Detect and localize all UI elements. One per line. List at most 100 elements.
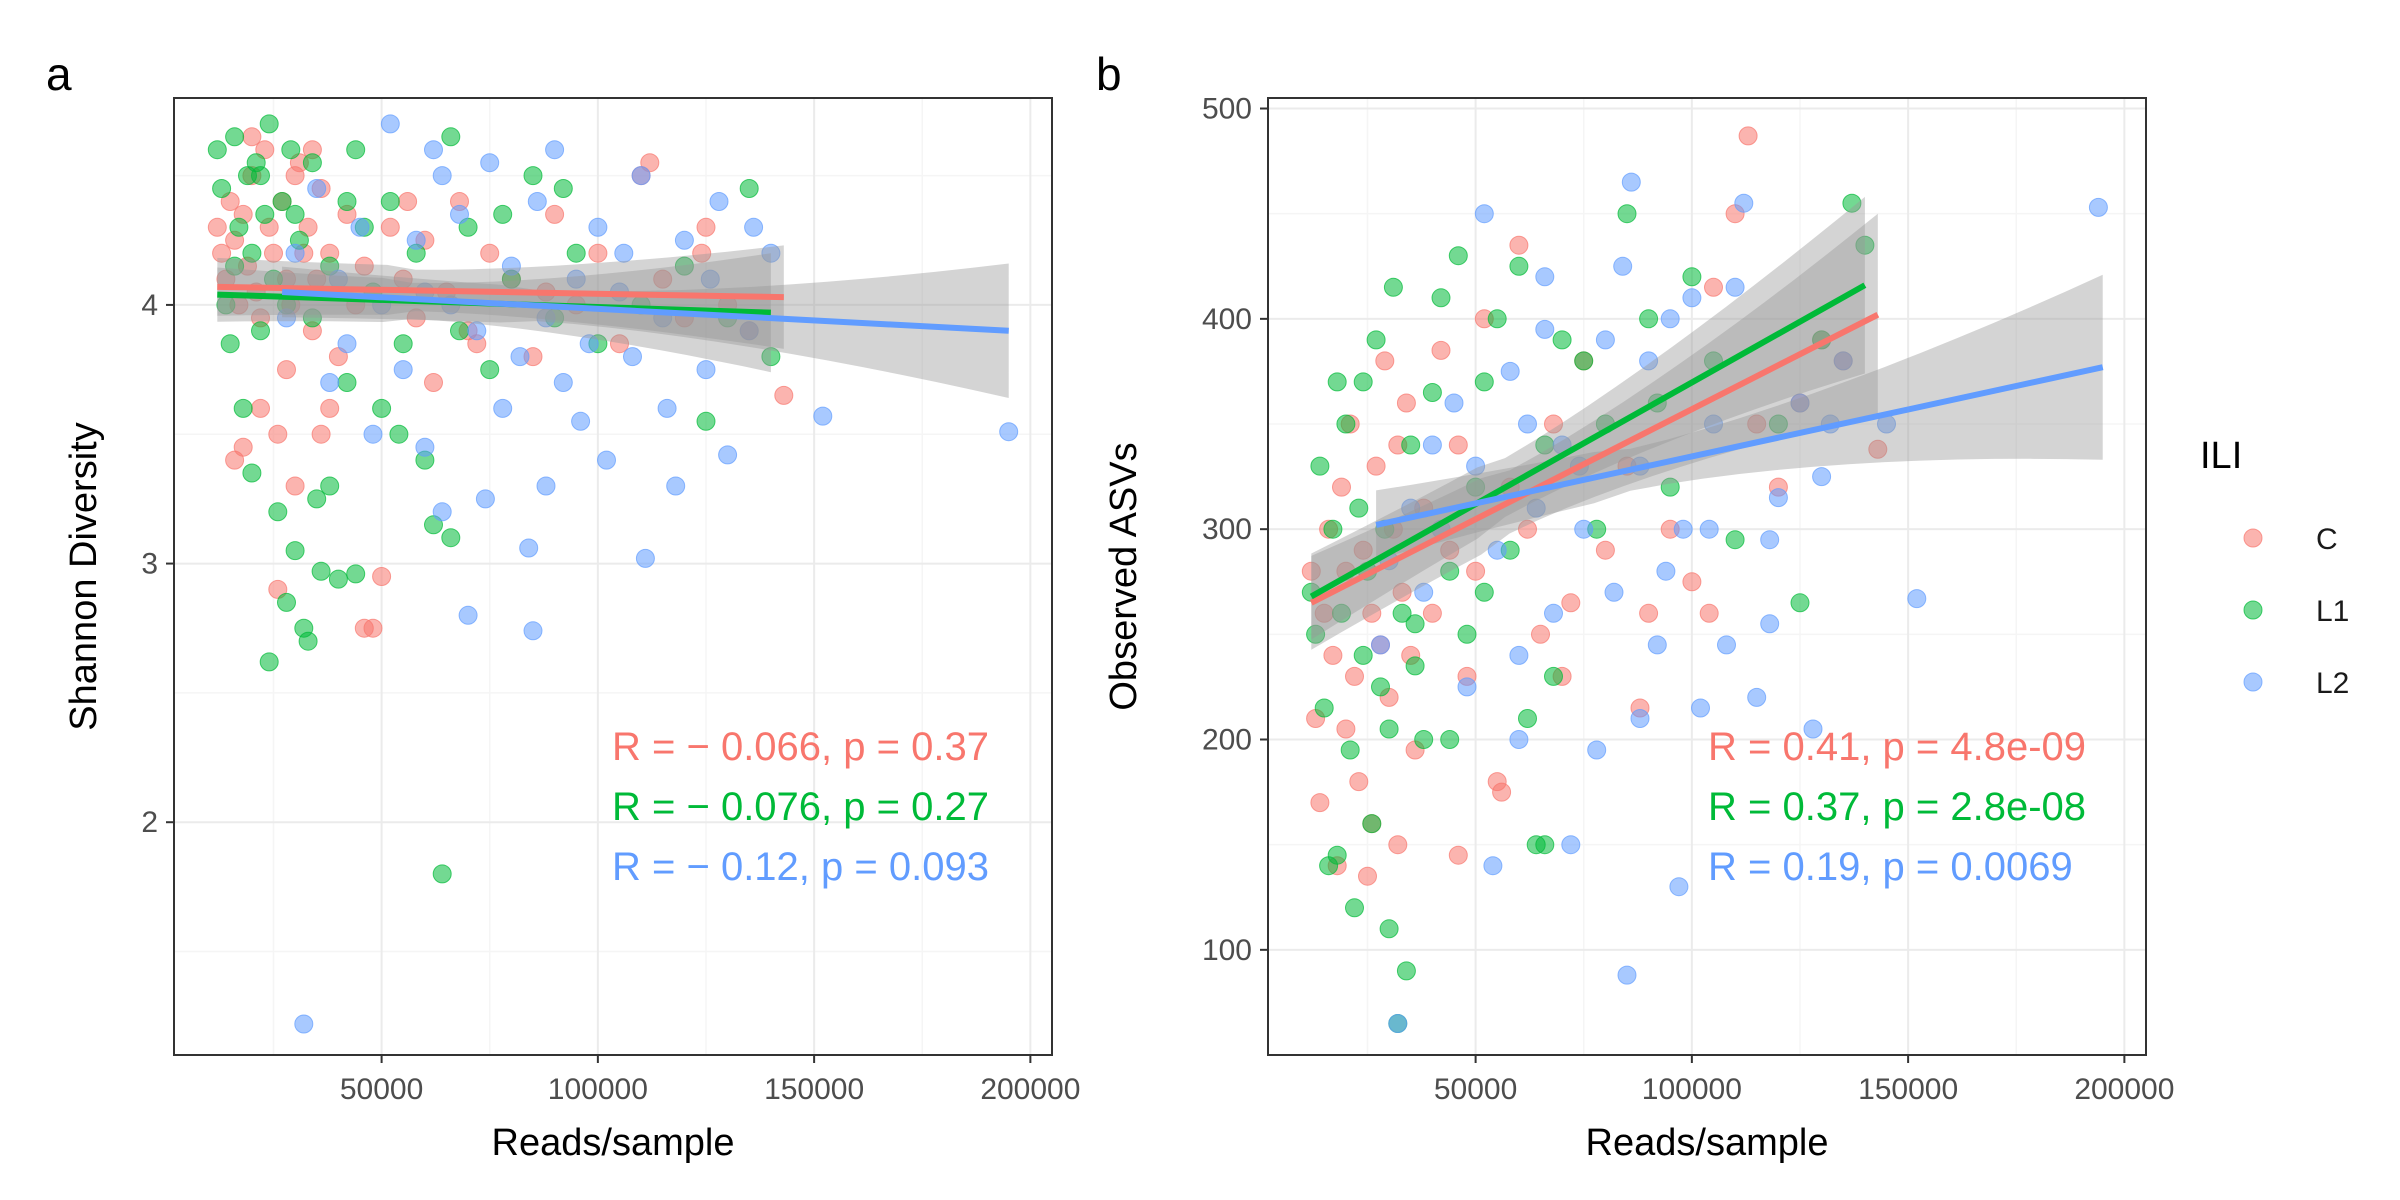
data-point-l1 xyxy=(1349,498,1369,518)
data-point-l2 xyxy=(1704,414,1723,434)
data-point-l1 xyxy=(389,424,409,444)
stat-label-c: R = 0.41, p = 4.8e-09 xyxy=(1708,725,2086,769)
data-point-l1 xyxy=(1371,677,1390,697)
data-point-l1 xyxy=(1310,456,1330,476)
data-point-l1 xyxy=(1379,919,1399,939)
data-point-l1 xyxy=(233,398,253,418)
data-point-c xyxy=(1358,866,1377,886)
data-point-l1 xyxy=(259,652,279,672)
stat-label-c: R = − 0.066, p = 0.37 xyxy=(612,725,989,769)
data-point-l1 xyxy=(1474,582,1494,602)
data-point-l1 xyxy=(1340,740,1360,760)
data-point-l2 xyxy=(1466,456,1486,476)
data-point-c xyxy=(320,398,340,418)
data-point-l1 xyxy=(259,114,279,134)
panel-letter: b xyxy=(1096,48,1122,100)
legend-label-l2: L2 xyxy=(2316,667,2349,700)
data-point-l1 xyxy=(1362,814,1382,834)
data-point-l1 xyxy=(281,140,301,160)
data-point-c xyxy=(1448,435,1468,455)
data-point-l1 xyxy=(450,321,469,341)
data-point-l1 xyxy=(1392,603,1412,623)
data-point-l1 xyxy=(1639,309,1659,329)
data-point-l2 xyxy=(631,166,651,186)
data-point-l1 xyxy=(1725,530,1745,550)
data-point-l2 xyxy=(1812,467,1832,487)
data-point-l2 xyxy=(1691,698,1710,718)
data-point-l1 xyxy=(277,592,296,612)
data-point-l1 xyxy=(1842,193,1862,213)
data-point-c xyxy=(1440,540,1460,560)
data-point-c xyxy=(545,204,565,224)
data-point-c xyxy=(1682,572,1702,592)
data-point-l2 xyxy=(406,230,426,250)
data-point-l2 xyxy=(813,406,833,426)
data-point-l1 xyxy=(1617,204,1637,224)
data-point-l2 xyxy=(545,140,565,160)
data-point-l2 xyxy=(744,217,764,237)
legend-title: ILI xyxy=(2200,435,2242,477)
x-axis-title: Reads/sample xyxy=(1586,1122,1829,1164)
data-point-l2 xyxy=(588,217,608,237)
data-point-c xyxy=(1392,582,1412,602)
data-point-c xyxy=(268,424,288,444)
data-point-l2 xyxy=(674,230,694,250)
data-point-l2 xyxy=(527,192,547,211)
data-point-l2 xyxy=(999,422,1019,442)
data-point-c xyxy=(207,217,227,237)
data-point-c xyxy=(225,450,245,470)
legend-label-l1: L1 xyxy=(2316,595,2349,628)
data-point-c xyxy=(1336,719,1356,739)
data-point-c xyxy=(242,127,262,147)
data-point-l2 xyxy=(424,140,443,160)
x-tick-label: 150000 xyxy=(764,1073,864,1106)
data-point-l1 xyxy=(372,398,392,418)
data-point-l2 xyxy=(467,321,487,341)
data-point-l2 xyxy=(1535,267,1555,287)
data-point-c xyxy=(1448,845,1468,865)
data-point-l2 xyxy=(1518,414,1537,434)
data-point-l2 xyxy=(1444,393,1464,413)
data-point-l2 xyxy=(1734,193,1754,213)
data-point-l2 xyxy=(380,114,400,134)
data-point-l1 xyxy=(1440,730,1460,749)
data-point-c xyxy=(610,334,629,354)
data-point-c xyxy=(251,398,270,418)
data-point-c xyxy=(1704,277,1723,297)
data-point-l2 xyxy=(480,153,500,173)
data-point-l1 xyxy=(1518,709,1537,728)
data-point-c xyxy=(398,192,418,211)
data-point-l2 xyxy=(1526,498,1546,518)
data-point-l2 xyxy=(277,308,296,328)
data-point-l1 xyxy=(1474,372,1494,392)
data-point-l2 xyxy=(363,424,383,444)
data-point-l2 xyxy=(510,347,530,367)
data-point-l2 xyxy=(1574,519,1594,539)
data-point-c xyxy=(696,217,716,237)
y-tick-label: 3 xyxy=(141,548,158,581)
data-point-c xyxy=(380,217,400,237)
x-tick-label: 150000 xyxy=(1858,1073,1958,1106)
data-point-l2 xyxy=(1500,361,1520,381)
x-tick-label: 50000 xyxy=(1434,1073,1517,1106)
data-point-l1 xyxy=(242,243,262,263)
data-point-c xyxy=(277,360,296,380)
data-point-l2 xyxy=(1747,687,1767,707)
fit-line-c xyxy=(217,283,784,301)
data-point-l2 xyxy=(432,502,452,522)
x-tick-label: 100000 xyxy=(1642,1073,1742,1106)
data-point-l2 xyxy=(536,476,556,496)
data-point-c xyxy=(1492,782,1512,802)
data-point-l1 xyxy=(337,192,357,211)
data-point-c xyxy=(1396,393,1416,413)
data-point-l1 xyxy=(328,569,348,589)
data-point-l1 xyxy=(346,140,366,160)
data-point-l2 xyxy=(1768,488,1788,508)
data-point-l1 xyxy=(1353,645,1373,665)
data-point-l1 xyxy=(1405,656,1425,676)
data-point-c xyxy=(1375,351,1395,371)
data-point-l1 xyxy=(1466,477,1486,497)
fit-line-l2 xyxy=(1375,364,2104,528)
data-point-c xyxy=(1518,519,1537,539)
